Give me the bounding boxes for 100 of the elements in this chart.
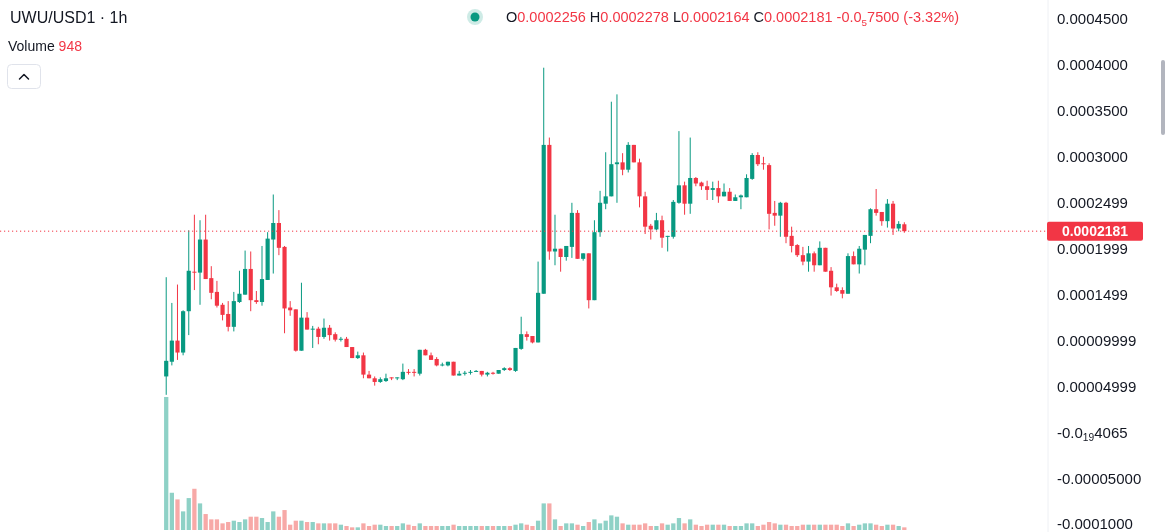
candlestick xyxy=(164,276,169,396)
candlestick xyxy=(614,93,620,204)
y-tick-label: 0.0002499 xyxy=(1057,193,1128,211)
annotation: Volume 948 xyxy=(8,38,83,54)
bar xyxy=(395,526,400,530)
bar xyxy=(180,511,186,530)
bar xyxy=(614,516,620,530)
candlestick xyxy=(321,318,327,340)
y-tick-label: 0.0003000 xyxy=(1057,147,1128,165)
bar xyxy=(896,526,901,530)
candlestick xyxy=(169,302,174,366)
bar xyxy=(310,522,315,530)
y-tick-label: -0.0$_{19}$4065 xyxy=(1057,423,1128,443)
bar xyxy=(535,520,541,530)
bar xyxy=(490,526,496,530)
bar xyxy=(581,526,586,530)
candlestick xyxy=(806,245,811,273)
bar xyxy=(575,524,580,530)
candlestick xyxy=(338,336,343,343)
bar xyxy=(445,526,451,530)
candlestick xyxy=(490,371,496,376)
candlestick xyxy=(682,181,687,216)
ref-line-label: 0.0002181 xyxy=(1061,223,1129,240)
bar xyxy=(383,526,389,530)
candlestick xyxy=(716,180,721,204)
bar xyxy=(175,499,180,530)
candlestick xyxy=(874,188,879,217)
bar xyxy=(564,523,569,530)
bar xyxy=(440,526,445,530)
candlestick xyxy=(710,181,715,201)
y-tick-label: 0.00009999 xyxy=(1057,331,1137,349)
bar xyxy=(778,524,783,530)
bar xyxy=(676,518,682,530)
bar xyxy=(586,522,591,530)
bar xyxy=(902,527,907,530)
candlestick xyxy=(620,152,625,176)
bar xyxy=(451,524,456,530)
bar xyxy=(851,526,856,530)
bar xyxy=(485,526,490,530)
candlestick xyxy=(772,200,777,227)
bar xyxy=(648,526,653,530)
bar xyxy=(682,523,687,530)
bar xyxy=(164,397,169,530)
bar xyxy=(197,503,203,530)
bar xyxy=(417,523,422,530)
candlestick xyxy=(383,373,389,383)
bar xyxy=(389,526,394,530)
bar xyxy=(316,523,321,530)
bar xyxy=(727,526,732,530)
candlestick xyxy=(507,366,512,372)
bar xyxy=(659,523,665,530)
candlestick xyxy=(259,245,265,307)
bar xyxy=(299,520,304,530)
candlestick xyxy=(474,369,479,373)
bar xyxy=(186,498,191,530)
y-tick-label: 0.00004999 xyxy=(1057,377,1137,395)
candlestick xyxy=(417,349,422,377)
bar xyxy=(457,526,462,530)
bar xyxy=(552,519,558,530)
candlestick xyxy=(778,201,783,238)
bar xyxy=(845,523,851,530)
candlestick xyxy=(885,198,890,229)
candlestick xyxy=(676,130,682,205)
candlestick xyxy=(857,245,862,275)
bar xyxy=(479,526,484,530)
y-tick-label: 0.0001999 xyxy=(1057,239,1128,257)
candlestick xyxy=(400,363,405,381)
bar xyxy=(192,488,197,530)
candlestick xyxy=(705,180,710,201)
y-tick-label: -0.00005000 xyxy=(1057,469,1142,487)
bar xyxy=(654,526,659,530)
bar xyxy=(569,523,575,530)
bar xyxy=(400,523,405,530)
bar xyxy=(688,519,693,530)
text: UWU/USD1 · 1h xyxy=(10,8,128,26)
bar xyxy=(733,526,738,530)
bar xyxy=(293,520,298,530)
bar xyxy=(772,523,777,530)
y-tick-label: 0.0001499 xyxy=(1057,285,1128,303)
y-tick-label: 0.0003500 xyxy=(1057,101,1128,119)
bar xyxy=(169,492,174,530)
bar xyxy=(355,527,360,530)
candlestick xyxy=(800,246,805,266)
bar xyxy=(620,523,625,530)
candlestick xyxy=(175,284,180,361)
candlestick xyxy=(812,250,817,273)
candlestick xyxy=(310,325,315,349)
bar xyxy=(434,526,439,530)
y-tick-label: 0.0004500 xyxy=(1057,9,1128,27)
text: O0.0002256 H0.0002278 L0.0002164 C0.0002181 -0.0$_{5}$7500 (-3.32%) xyxy=(506,9,959,28)
y-tick-label: 0.0004000 xyxy=(1057,55,1128,73)
bar xyxy=(547,503,552,530)
candlestick xyxy=(361,352,366,379)
bar xyxy=(806,524,811,530)
bar xyxy=(558,526,563,530)
bar xyxy=(304,522,310,530)
bar xyxy=(879,526,884,530)
bar xyxy=(321,523,327,530)
bar xyxy=(541,503,546,530)
bar xyxy=(716,524,721,530)
